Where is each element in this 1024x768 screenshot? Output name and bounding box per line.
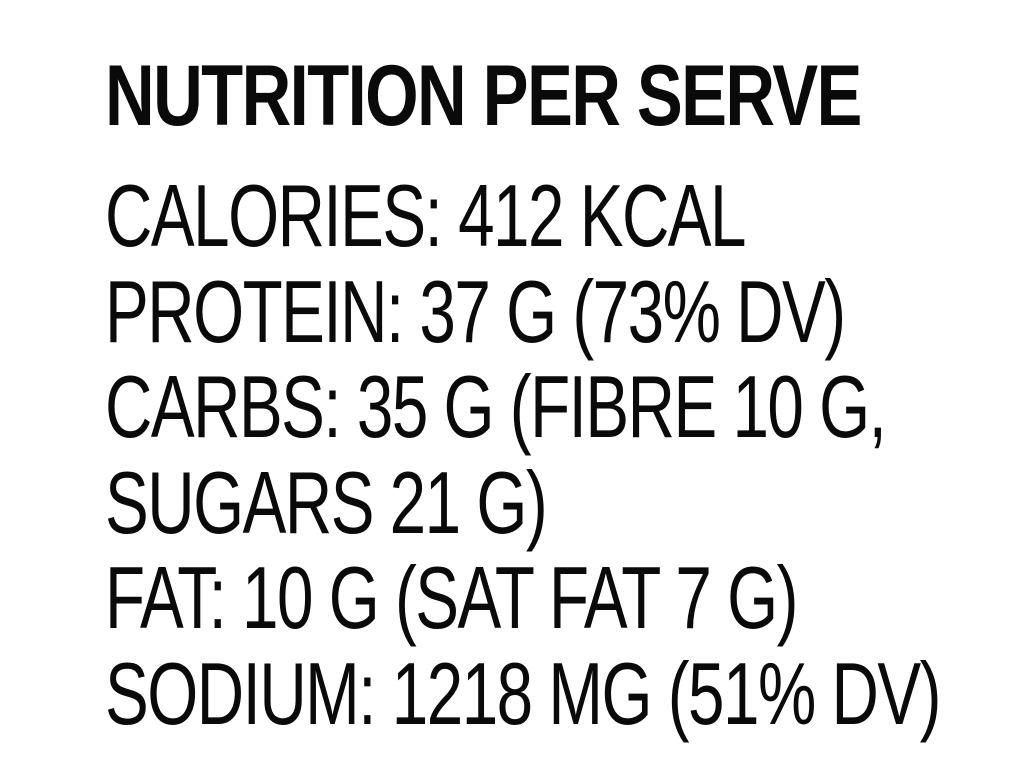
nutrition-label: NUTRITION PER SERVE CALORIES: 412 KCAL P… <box>105 46 1024 741</box>
nutrition-line-calories: CALORIES: 412 KCAL <box>105 166 747 265</box>
nutrition-lines: CALORIES: 412 KCAL PROTEIN: 37 G (73% DV… <box>105 168 1024 741</box>
nutrition-line-sodium: SODIUM: 1218 MG (51% DV) <box>105 643 941 743</box>
nutrition-line-carbs: CARBS: 35 G (FIBRE 10 G, <box>105 357 887 456</box>
nutrition-line-fat: FAT: 10 G (SAT FAT 7 G) <box>105 548 798 647</box>
nutrition-line-protein: PROTEIN: 37 G (73% DV) <box>105 261 846 361</box>
nutrition-line-sugars: SUGARS 21 G) <box>105 452 548 552</box>
label-title: NUTRITION PER SERVE <box>105 48 862 144</box>
